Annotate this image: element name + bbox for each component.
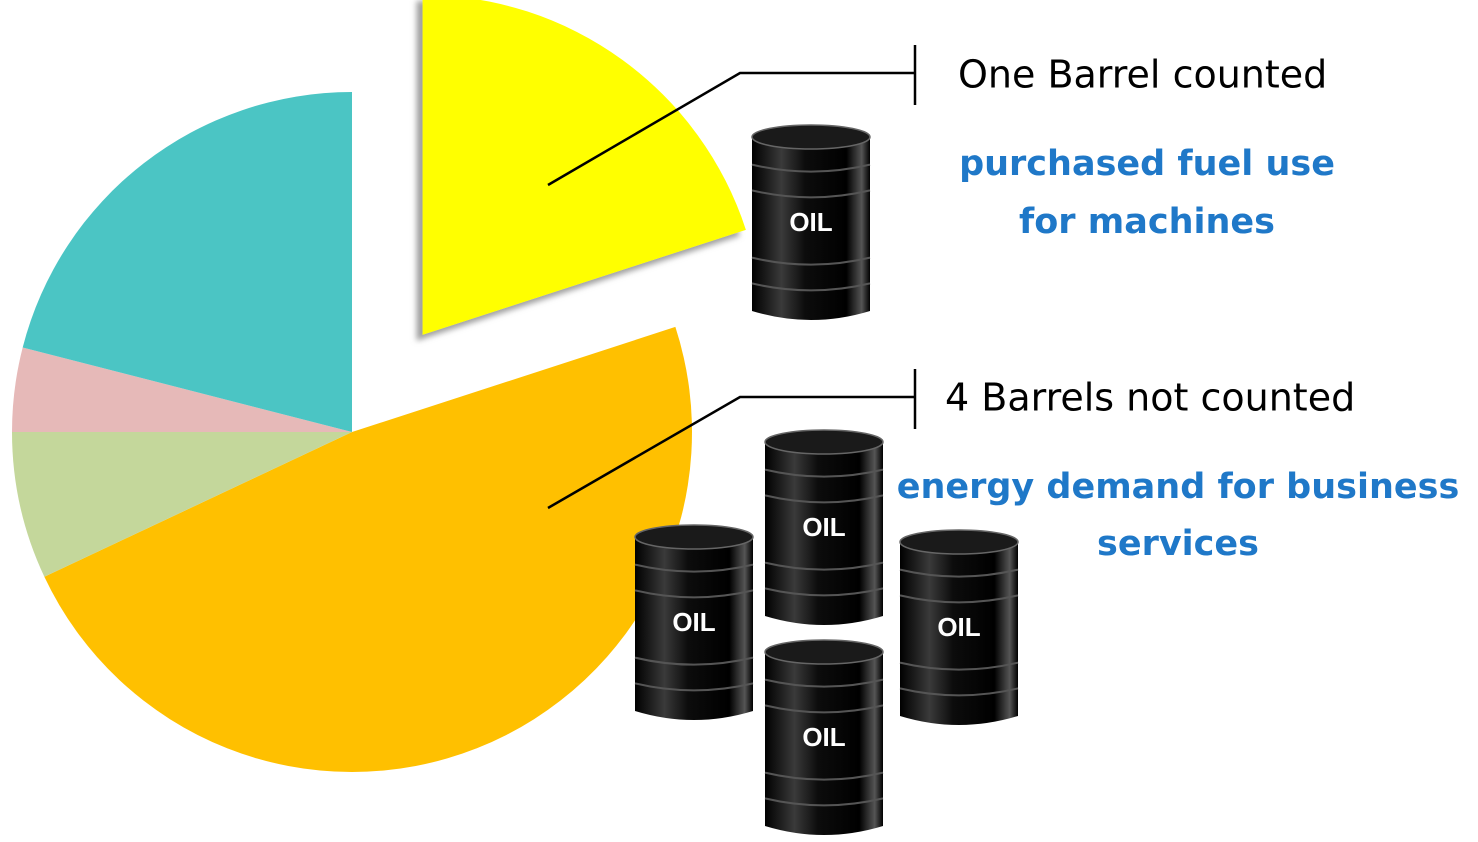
page: OIL OIL OIL OIL OIL One Barrel counted purch… xyxy=(0,0,1478,842)
barrel-top xyxy=(752,125,870,149)
oil-barrel: OIL xyxy=(900,530,1018,725)
barrel-top xyxy=(765,430,883,454)
oil-barrel: OIL xyxy=(765,430,883,625)
barrel-label: OIL xyxy=(802,722,845,752)
annotation-text: for machines xyxy=(1019,202,1275,242)
annotation-text: energy demand for business xyxy=(897,467,1460,507)
barrel-label: OIL xyxy=(789,207,832,237)
barrel-label: OIL xyxy=(937,612,980,642)
oil-barrel: OIL xyxy=(765,640,883,835)
oil-barrel: OIL xyxy=(752,125,870,320)
pie-slice xyxy=(423,0,746,335)
barrel-top xyxy=(765,640,883,664)
chart: OIL OIL OIL OIL OIL One Barrel counted purch… xyxy=(0,0,1478,842)
barrel-top xyxy=(635,525,753,549)
barrel-top xyxy=(900,530,1018,554)
barrel-label: OIL xyxy=(802,512,845,542)
annotation-title: 4 Barrels not counted xyxy=(945,376,1355,420)
oil-barrel: OIL xyxy=(635,525,753,720)
barrel-label: OIL xyxy=(672,607,715,637)
annotation-title: One Barrel counted xyxy=(958,53,1327,97)
annotation-text: purchased fuel use xyxy=(959,144,1335,184)
annotation-text: services xyxy=(1097,524,1259,564)
